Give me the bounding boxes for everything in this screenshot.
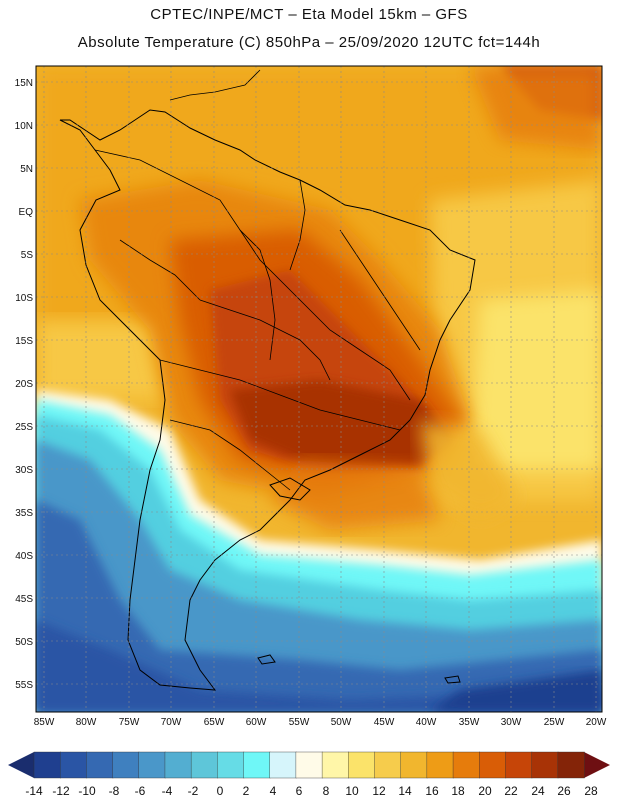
colorbar-label: 12 — [372, 784, 386, 798]
lon-tick-label: 30W — [501, 717, 522, 728]
lat-tick-label: EQ — [19, 207, 34, 218]
lon-tick-label: 25W — [544, 717, 565, 728]
map-frame — [35, 65, 603, 713]
colorbar-label: 24 — [531, 784, 545, 798]
lon-tick-label: 70W — [161, 717, 182, 728]
colorbar-label: 14 — [398, 784, 412, 798]
colorbar-label: 10 — [345, 784, 359, 798]
colorbar-high-arrow — [584, 752, 610, 778]
colorbar-label: -8 — [109, 784, 120, 798]
title-line-2: Absolute Temperature (C) 850hPa – 25/09/… — [77, 34, 541, 51]
colorbar-swatch — [400, 751, 428, 779]
colorbar-swatch — [217, 751, 245, 779]
colorbar-swatch — [269, 751, 297, 779]
lat-tick-label: 55S — [15, 680, 33, 691]
lon-tick-label: 50W — [331, 717, 352, 728]
colorbar-swatch — [348, 751, 376, 779]
colorbar-swatch — [426, 751, 454, 779]
lat-tick-label: 20S — [15, 379, 33, 390]
lat-tick-label: 40S — [15, 551, 33, 562]
graticule — [36, 66, 602, 712]
lat-tick-label: 5S — [21, 250, 34, 261]
lon-tick-label: 20W — [586, 717, 607, 728]
lat-tick-label: 15S — [15, 336, 33, 347]
colorbar-swatch — [452, 751, 480, 779]
colorbar-swatch — [112, 751, 140, 779]
lon-tick-label: 75W — [119, 717, 140, 728]
title-line-1: CPTEC/INPE/MCT – Eta Model 15km – GFS — [150, 6, 468, 23]
colorbar-label: 0 — [217, 784, 224, 798]
lat-tick-label: 5N — [20, 164, 33, 175]
colorbar-swatch — [164, 751, 192, 779]
lon-tick-label: 40W — [416, 717, 437, 728]
colorbar-swatch — [557, 751, 585, 779]
colorbar: -14 -12 -10 -8 -6 -4 -2 0 2 4 6 8 10 12 … — [8, 751, 610, 798]
coastline — [59, 69, 476, 691]
lat-tick-label: 25S — [15, 422, 33, 433]
colorbar-swatch — [531, 751, 559, 779]
colorbar-label: -4 — [162, 784, 173, 798]
colorbar-low-arrow — [8, 752, 34, 778]
colorbar-label: -2 — [188, 784, 199, 798]
colorbar-swatch — [505, 751, 533, 779]
colorbar-label: 20 — [478, 784, 492, 798]
lon-tick-label: 80W — [76, 717, 97, 728]
colorbar-label: -6 — [135, 784, 146, 798]
colorbar-swatch — [59, 751, 88, 779]
colorbar-swatch — [190, 751, 219, 779]
lon-tick-label: 35W — [459, 717, 480, 728]
colorbar-label: 16 — [425, 784, 439, 798]
colorbar-label: 22 — [504, 784, 518, 798]
lat-tick-label: 15N — [15, 78, 33, 89]
colorbar-swatch — [295, 751, 323, 779]
colorbar-swatch — [138, 751, 166, 779]
lat-tick-label: 45S — [15, 594, 33, 605]
colorbar-label: 18 — [451, 784, 465, 798]
colorbar-swatch — [33, 751, 61, 779]
lat-tick-label: 10N — [15, 121, 33, 132]
lon-tick-label: 55W — [289, 717, 310, 728]
temperature-field — [36, 66, 602, 712]
lon-tick-label: 45W — [374, 717, 395, 728]
lon-tick-label: 60W — [246, 717, 267, 728]
colorbar-label: -12 — [52, 784, 70, 798]
colorbar-swatch — [321, 751, 349, 779]
colorbar-label: 26 — [557, 784, 571, 798]
lon-tick-label: 65W — [204, 717, 225, 728]
lat-tick-label: 50S — [15, 637, 33, 648]
latitude-axis: 15N 10N 5N EQ 5S 10S 15S 20S 25S 30S 35S… — [15, 78, 34, 691]
colorbar-label: -14 — [25, 784, 43, 798]
colorbar-swatch — [86, 751, 114, 779]
colorbar-label: 28 — [584, 784, 598, 798]
colorbar-swatch — [243, 751, 271, 779]
lon-tick-label: 85W — [34, 717, 55, 728]
lat-tick-label: 30S — [15, 465, 33, 476]
lat-tick-label: 35S — [15, 508, 33, 519]
longitude-axis: 85W 80W 75W 70W 65W 60W 55W 50W 45W 40W … — [34, 717, 607, 728]
colorbar-swatch — [374, 751, 402, 779]
colorbar-label: 4 — [270, 784, 277, 798]
lat-tick-label: 10S — [15, 293, 33, 304]
colorbar-swatch — [479, 751, 507, 779]
colorbar-label: 8 — [323, 784, 330, 798]
colorbar-label: 2 — [243, 784, 250, 798]
colorbar-label: -10 — [78, 784, 96, 798]
colorbar-label: 6 — [296, 784, 303, 798]
